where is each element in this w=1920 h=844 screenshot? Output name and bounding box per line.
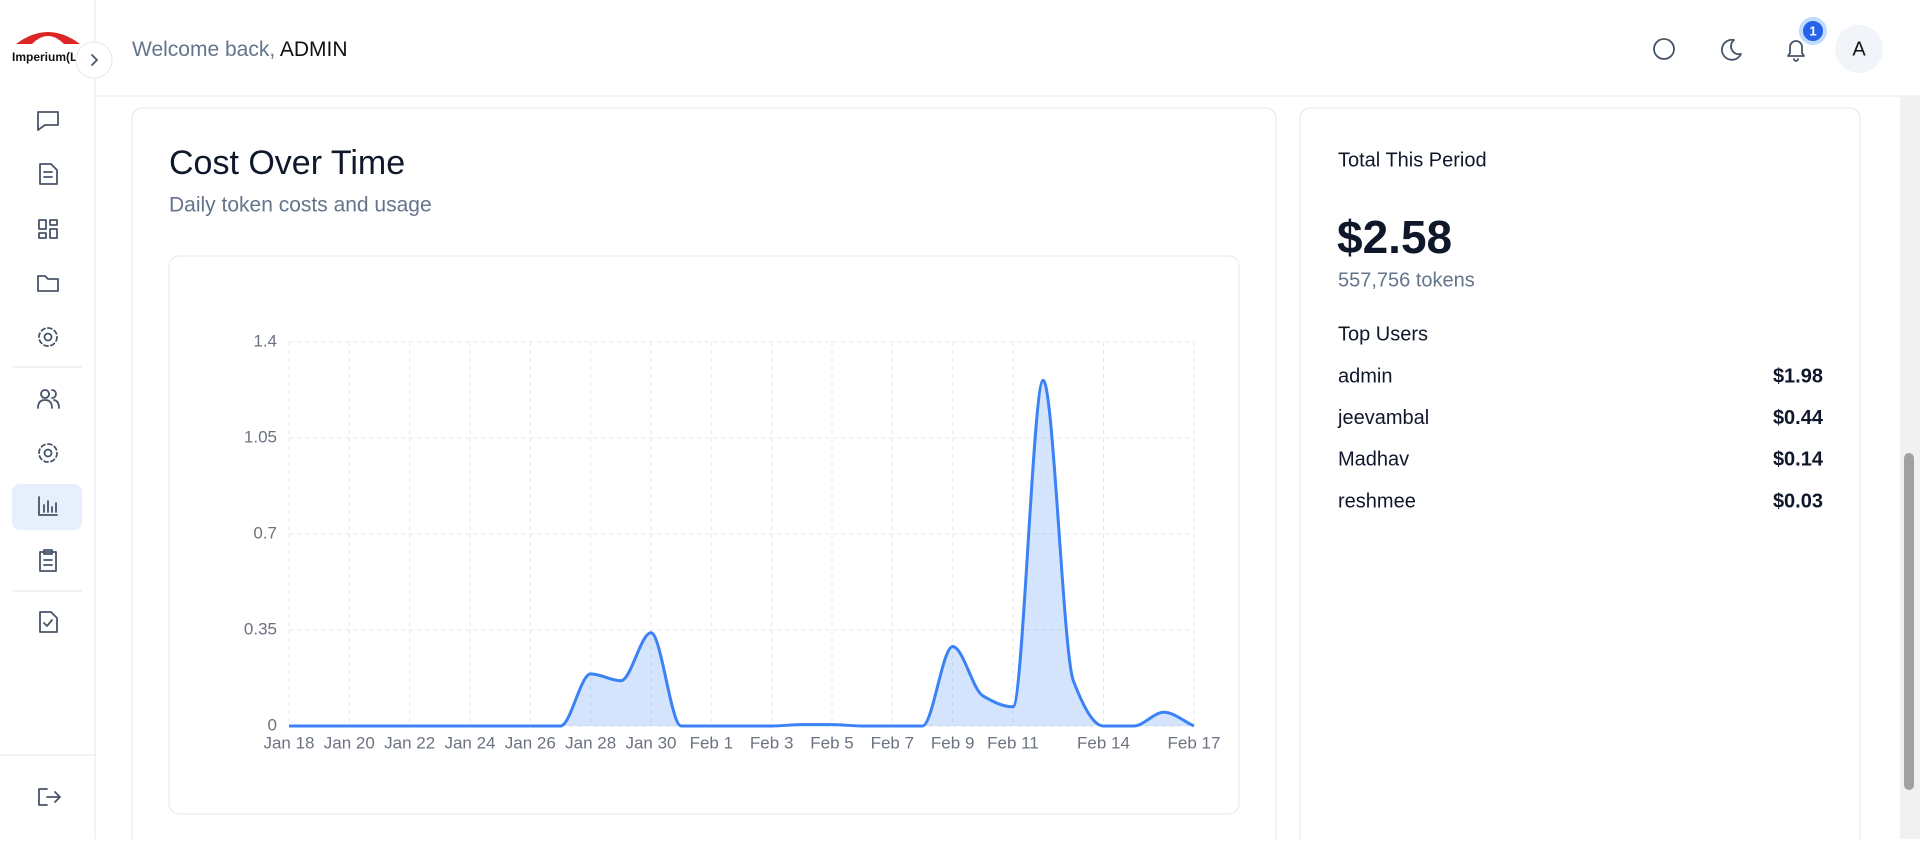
x-tick-label: Feb 1 — [690, 733, 733, 752]
x-tick-label: Feb 11 — [987, 733, 1039, 752]
settings-icon[interactable] — [43, 332, 53, 342]
greeting: Welcome back, ADMIN — [132, 38, 348, 61]
x-tick-label: Jan 18 — [263, 733, 314, 752]
y-tick-label: 1.05 — [244, 427, 277, 446]
plot: 0 0.35 0.7 1.05 1.4 Jan 18 Jan 20 Jan 22 Jan 24 J… — [244, 331, 1221, 752]
y-tick-label: 0.7 — [253, 523, 277, 542]
x-tick-label: Feb 7 — [871, 733, 914, 752]
chat-icon[interactable] — [37, 111, 59, 131]
user-cost: $1.98 — [1773, 365, 1823, 387]
total-tokens: 557,756 tokens — [1338, 269, 1475, 291]
x-tick-label: Feb 17 — [1168, 733, 1221, 752]
chevron-icon — [91, 54, 98, 66]
y-tick-label: 0 — [268, 715, 277, 734]
x-tick-label: Jan 26 — [505, 733, 556, 752]
settings-icon[interactable] — [43, 448, 53, 458]
user-cost: $0.03 — [1773, 490, 1823, 512]
x-tick-label: Feb 14 — [1077, 733, 1130, 752]
user-name: jeevambal — [1337, 407, 1429, 429]
chart-title: Cost Over Time — [169, 144, 405, 182]
user-cost: $0.44 — [1773, 407, 1824, 429]
top-users: admin $1.98 jeevambal $0.44 Madhav $0.14 reshm… — [1337, 365, 1824, 512]
theme-icon[interactable] — [1721, 38, 1742, 61]
dashboard-icon[interactable] — [38, 219, 58, 239]
chart-frame — [168, 255, 1240, 815]
y-tick-label: 0.35 — [244, 619, 277, 638]
check-doc-icon[interactable] — [39, 611, 58, 633]
clipboard-icon[interactable] — [39, 549, 57, 572]
x-tick-label: Feb 5 — [810, 733, 853, 752]
x-tick-label: Feb 3 — [750, 733, 793, 752]
top-users-title: Top Users — [1338, 323, 1428, 345]
chart-subtitle: Daily token costs and usage — [169, 194, 432, 217]
user-cost: $0.14 — [1773, 449, 1824, 471]
x-tick-label: Jan 20 — [324, 733, 375, 752]
user-name: ADMIN — [280, 38, 348, 61]
x-tick-label: Jan 28 — [565, 733, 616, 752]
logo-mark — [32, 36, 64, 44]
line — [288, 378, 1195, 728]
settings-icon[interactable] — [38, 443, 58, 463]
sidebar — [0, 0, 95, 839]
x-tick-label: Jan 30 — [625, 733, 676, 752]
y-tick-label: 1.4 — [253, 331, 277, 350]
x-tick-label: Jan 22 — [384, 733, 435, 752]
total-cost: $2.58 — [1337, 211, 1452, 263]
logout-icon[interactable] — [38, 788, 61, 806]
x-tick-label: Feb 9 — [931, 733, 974, 752]
settings-icon[interactable] — [38, 327, 58, 347]
avatar[interactable] — [1835, 25, 1883, 73]
avatar-letter: A — [1852, 38, 1866, 60]
users-icon[interactable] — [37, 389, 60, 409]
palette-icon[interactable] — [1653, 38, 1675, 60]
user-name: admin — [1338, 365, 1392, 387]
greeting-text: Welcome back, — [132, 38, 275, 61]
logo: Imperium(L — [12, 50, 77, 64]
notification-badge — [1799, 17, 1827, 45]
analytics-icon[interactable] — [38, 496, 58, 516]
summary-title: Total This Period — [1338, 149, 1487, 171]
bell-icon[interactable] — [1787, 40, 1805, 62]
summary-card — [1299, 107, 1861, 844]
user-name: Madhav — [1338, 449, 1409, 471]
sidebar-toggle[interactable] — [75, 41, 113, 79]
nav-icons — [0, 111, 95, 806]
x-tick-label: Jan 24 — [444, 733, 495, 752]
nav-active[interactable] — [12, 484, 82, 530]
notification-count: 1 — [1809, 23, 1816, 38]
folder-icon[interactable] — [37, 275, 59, 292]
scrollbar-thumb[interactable] — [1904, 453, 1914, 790]
user-name: reshmee — [1338, 490, 1416, 512]
doc-icon[interactable] — [39, 163, 58, 185]
